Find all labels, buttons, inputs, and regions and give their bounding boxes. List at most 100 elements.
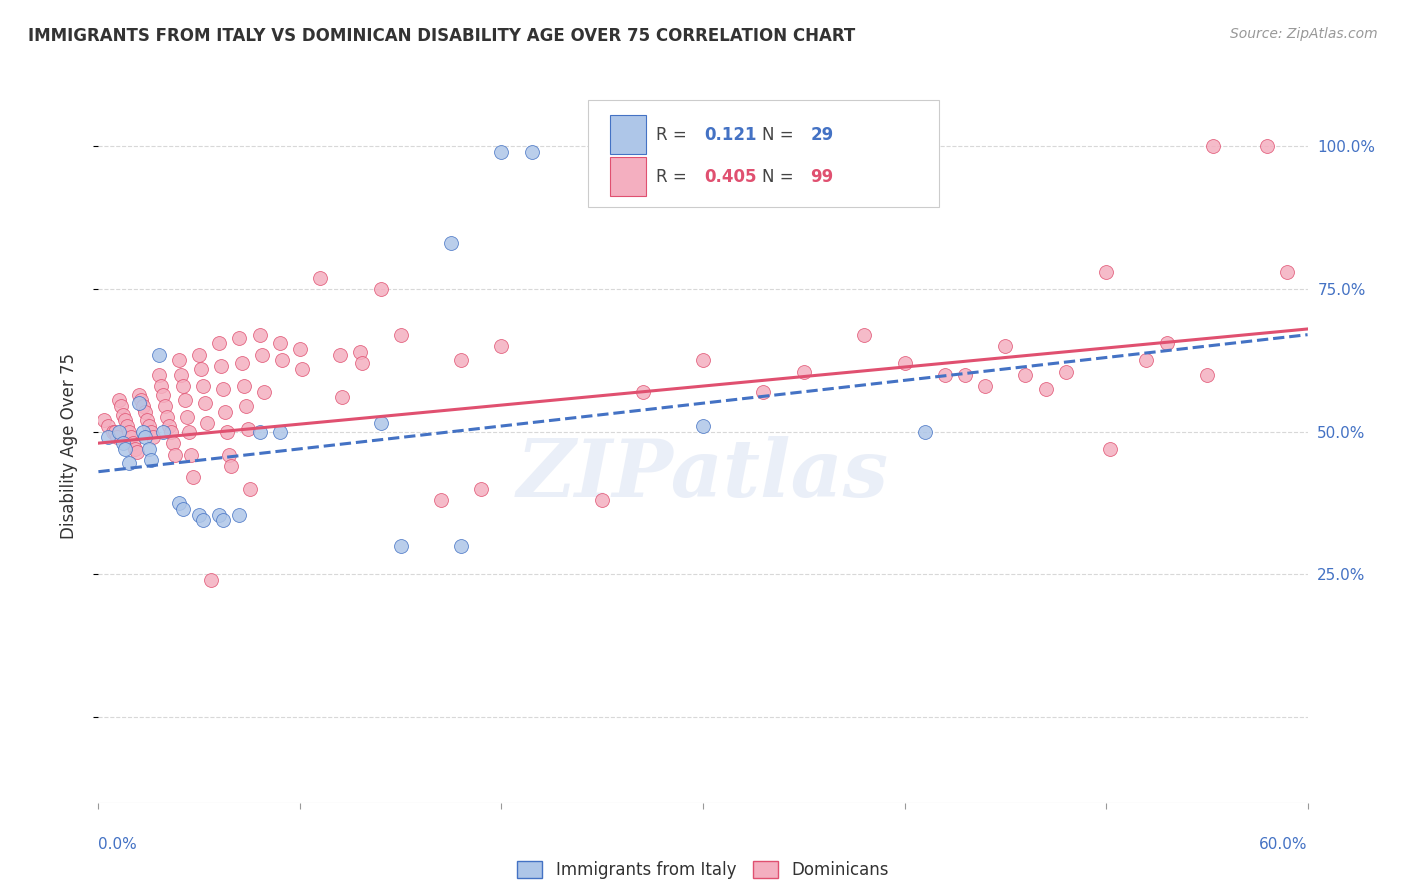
Point — [1256, 139, 1278, 153]
Point — [330, 391, 353, 405]
Point — [228, 330, 250, 344]
Point — [128, 396, 150, 410]
Point — [135, 413, 157, 427]
Point — [194, 396, 217, 410]
Point — [114, 442, 136, 456]
Point — [148, 368, 170, 382]
Point — [97, 430, 120, 444]
Point — [105, 430, 128, 444]
Point — [200, 573, 222, 587]
Point — [1099, 442, 1122, 456]
Point — [188, 348, 211, 362]
Point — [120, 430, 142, 444]
Point — [107, 425, 129, 439]
Point — [329, 348, 352, 362]
Point — [152, 387, 174, 401]
Point — [209, 359, 232, 373]
Text: 99: 99 — [811, 168, 834, 186]
Text: R =: R = — [655, 168, 692, 186]
Point — [752, 384, 775, 399]
Point — [157, 419, 180, 434]
Point — [235, 399, 257, 413]
Point — [214, 405, 236, 419]
Point — [93, 413, 115, 427]
Point — [249, 425, 271, 439]
Point — [121, 436, 143, 450]
Point — [111, 436, 134, 450]
Point — [793, 365, 815, 379]
Point — [115, 419, 138, 434]
Point — [132, 399, 155, 413]
Point — [491, 145, 513, 159]
Point — [167, 353, 190, 368]
Point — [212, 382, 235, 396]
Point — [149, 379, 172, 393]
Point — [591, 493, 613, 508]
Point — [193, 513, 215, 527]
Point — [994, 339, 1017, 353]
Text: N =: N = — [762, 126, 799, 144]
Point — [389, 539, 412, 553]
Point — [288, 342, 311, 356]
Text: ZIPatlas: ZIPatlas — [517, 436, 889, 513]
Point — [111, 408, 134, 422]
FancyBboxPatch shape — [610, 115, 647, 154]
Point — [236, 422, 259, 436]
Text: IMMIGRANTS FROM ITALY VS DOMINICAN DISABILITY AGE OVER 75 CORRELATION CHART: IMMIGRANTS FROM ITALY VS DOMINICAN DISAB… — [28, 27, 855, 45]
Point — [491, 339, 513, 353]
Text: R =: R = — [655, 126, 692, 144]
Point — [450, 353, 472, 368]
Point — [132, 425, 155, 439]
Point — [181, 470, 204, 484]
Point — [101, 425, 124, 439]
Text: 29: 29 — [811, 126, 834, 144]
Point — [1035, 382, 1057, 396]
Text: N =: N = — [762, 168, 799, 186]
Text: Source: ZipAtlas.com: Source: ZipAtlas.com — [1230, 27, 1378, 41]
Text: 0.405: 0.405 — [704, 168, 756, 186]
Point — [129, 393, 152, 408]
Point — [118, 425, 141, 439]
Text: 0.0%: 0.0% — [98, 837, 138, 852]
Point — [631, 384, 654, 399]
Point — [138, 442, 160, 456]
Point — [138, 419, 160, 434]
Point — [174, 393, 197, 408]
Point — [180, 448, 202, 462]
Point — [160, 425, 183, 439]
Point — [172, 501, 194, 516]
Point — [853, 327, 876, 342]
Point — [270, 353, 292, 368]
FancyBboxPatch shape — [588, 100, 939, 207]
Point — [1095, 265, 1118, 279]
Point — [253, 384, 276, 399]
Y-axis label: Disability Age Over 75: Disability Age Over 75 — [59, 353, 77, 539]
Point — [188, 508, 211, 522]
Point — [250, 348, 273, 362]
Point — [128, 387, 150, 401]
Point — [208, 508, 231, 522]
Point — [914, 425, 936, 439]
Point — [195, 416, 218, 430]
Point — [269, 336, 291, 351]
Point — [1277, 265, 1299, 279]
Point — [156, 410, 179, 425]
Point — [170, 368, 193, 382]
Point — [1014, 368, 1036, 382]
Point — [269, 425, 291, 439]
Point — [179, 425, 201, 439]
Point — [430, 493, 453, 508]
Point — [934, 368, 956, 382]
Point — [124, 442, 146, 456]
Point — [97, 419, 120, 434]
Point — [349, 344, 371, 359]
Point — [370, 416, 392, 430]
Point — [148, 348, 170, 362]
Text: 0.121: 0.121 — [704, 126, 756, 144]
Point — [114, 413, 136, 427]
Point — [152, 425, 174, 439]
Point — [107, 393, 129, 408]
Point — [118, 456, 141, 470]
Point — [163, 448, 186, 462]
Point — [190, 362, 212, 376]
